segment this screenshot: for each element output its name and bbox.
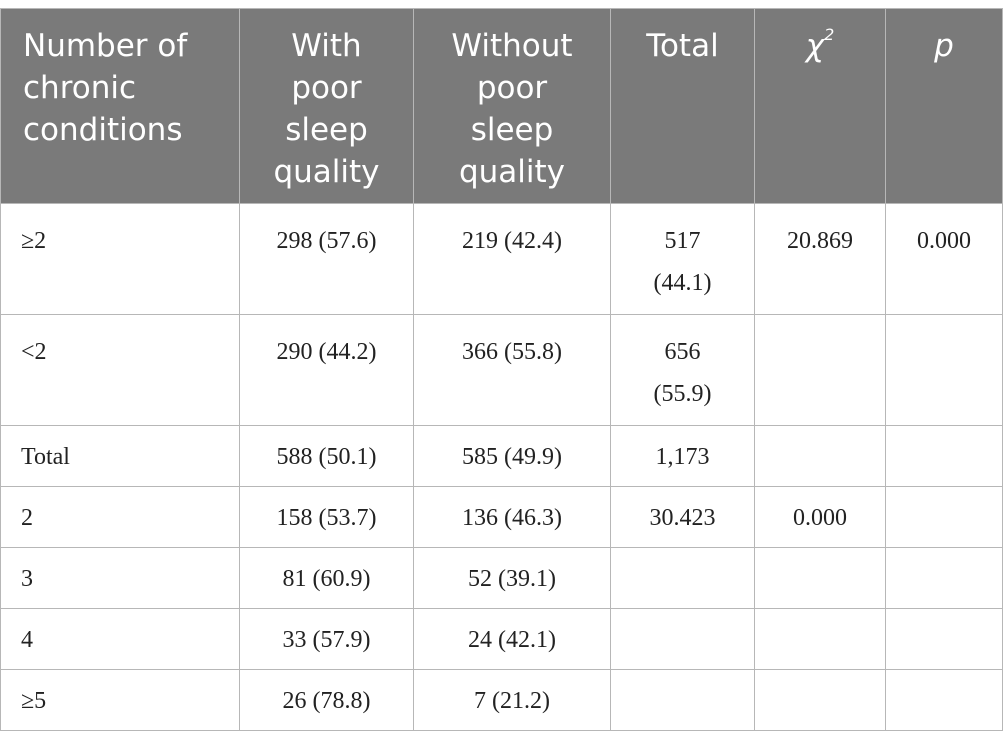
cell-total: 30.423 [610, 486, 755, 548]
header-with-poor-sleep-quality: With poor sleep quality [239, 8, 414, 204]
cell-chi [754, 425, 886, 487]
cell-p [885, 314, 1003, 426]
cell-chi [754, 314, 886, 426]
header-chi-square: χ2 [754, 8, 886, 204]
table-row: 2 158 (53.7) 136 (46.3) 30.423 0.000 [0, 486, 1003, 548]
cell-total-count: 656 [664, 339, 701, 365]
header-line: sleep [285, 112, 368, 148]
cell-without: 136 (46.3) [413, 486, 611, 548]
header-without-poor-sleep-quality: Without poor sleep quality [413, 8, 611, 204]
header-line: conditions [23, 112, 183, 148]
cell-condition: ≥2 [0, 203, 240, 315]
header-line: poor [291, 70, 362, 106]
cell-condition: Total [0, 425, 240, 487]
header-line: Without [451, 28, 573, 64]
cell-total: 656 (55.9) [610, 314, 755, 426]
cell-chi [754, 547, 886, 609]
cell-with: 158 (53.7) [239, 486, 414, 548]
cell-p [885, 669, 1003, 731]
cell-with: 81 (60.9) [239, 547, 414, 609]
cell-without: 7 (21.2) [413, 669, 611, 731]
header-line: Total [646, 28, 719, 64]
cell-chi: 0.000 [754, 486, 886, 548]
cell-total: 1,173 [610, 425, 755, 487]
cell-with: 298 (57.6) [239, 203, 414, 315]
cell-total [610, 669, 755, 731]
table-row: Total 588 (50.1) 585 (49.9) 1,173 [0, 425, 1003, 487]
cell-with: 588 (50.1) [239, 425, 414, 487]
cell-condition: 4 [0, 608, 240, 670]
p-symbol: p [934, 28, 954, 64]
header-row: Number of chronic conditions With poor s… [0, 8, 1003, 204]
header-p-value: p [885, 8, 1003, 204]
chi-symbol: χ [805, 28, 825, 64]
table-row: 4 33 (57.9) 24 (42.1) [0, 608, 1003, 670]
header-line: sleep [470, 112, 554, 148]
header-line: chronic [23, 70, 137, 106]
header-line: poor [476, 70, 548, 106]
cell-total [610, 608, 755, 670]
cell-with: 33 (57.9) [239, 608, 414, 670]
cell-condition: 2 [0, 486, 240, 548]
cell-chi: 20.869 [754, 203, 886, 315]
cell-condition: ≥5 [0, 669, 240, 731]
header-line: quality [458, 154, 566, 190]
cell-with: 290 (44.2) [239, 314, 414, 426]
chi-superscript: 2 [824, 25, 835, 44]
cell-without: 219 (42.4) [413, 203, 611, 315]
table-row: 3 81 (60.9) 52 (39.1) [0, 547, 1003, 609]
header-line: Number of [23, 28, 188, 64]
table-row: ≥2 298 (57.6) 219 (42.4) 517 (44.1) 20.8… [0, 203, 1003, 315]
header-total: Total [610, 8, 755, 204]
cell-condition: <2 [0, 314, 240, 426]
header-number-of-chronic-conditions: Number of chronic conditions [0, 8, 240, 204]
table-row: ≥5 26 (78.8) 7 (21.2) [0, 669, 1003, 731]
cell-p [885, 608, 1003, 670]
cell-p [885, 486, 1003, 548]
header-line: quality [273, 154, 380, 190]
cell-condition: 3 [0, 547, 240, 609]
table-row: <2 290 (44.2) 366 (55.8) 656 (55.9) [0, 314, 1003, 426]
cell-chi [754, 608, 886, 670]
header-line: With [291, 28, 362, 64]
cell-total [610, 547, 755, 609]
cell-total-count: 517 [664, 228, 701, 254]
cell-without: 366 (55.8) [413, 314, 611, 426]
cell-without: 52 (39.1) [413, 547, 611, 609]
cell-without: 24 (42.1) [413, 608, 611, 670]
cell-without: 585 (49.9) [413, 425, 611, 487]
cell-total: 517 (44.1) [610, 203, 755, 315]
cell-total-percent: (55.9) [653, 381, 712, 407]
cell-chi [754, 669, 886, 731]
chronic-conditions-sleep-table: Number of chronic conditions With poor s… [0, 8, 1003, 731]
cell-p: 0.000 [885, 203, 1003, 315]
cell-total-percent: (44.1) [653, 270, 712, 296]
cell-p [885, 425, 1003, 487]
cell-p [885, 547, 1003, 609]
cell-with: 26 (78.8) [239, 669, 414, 731]
